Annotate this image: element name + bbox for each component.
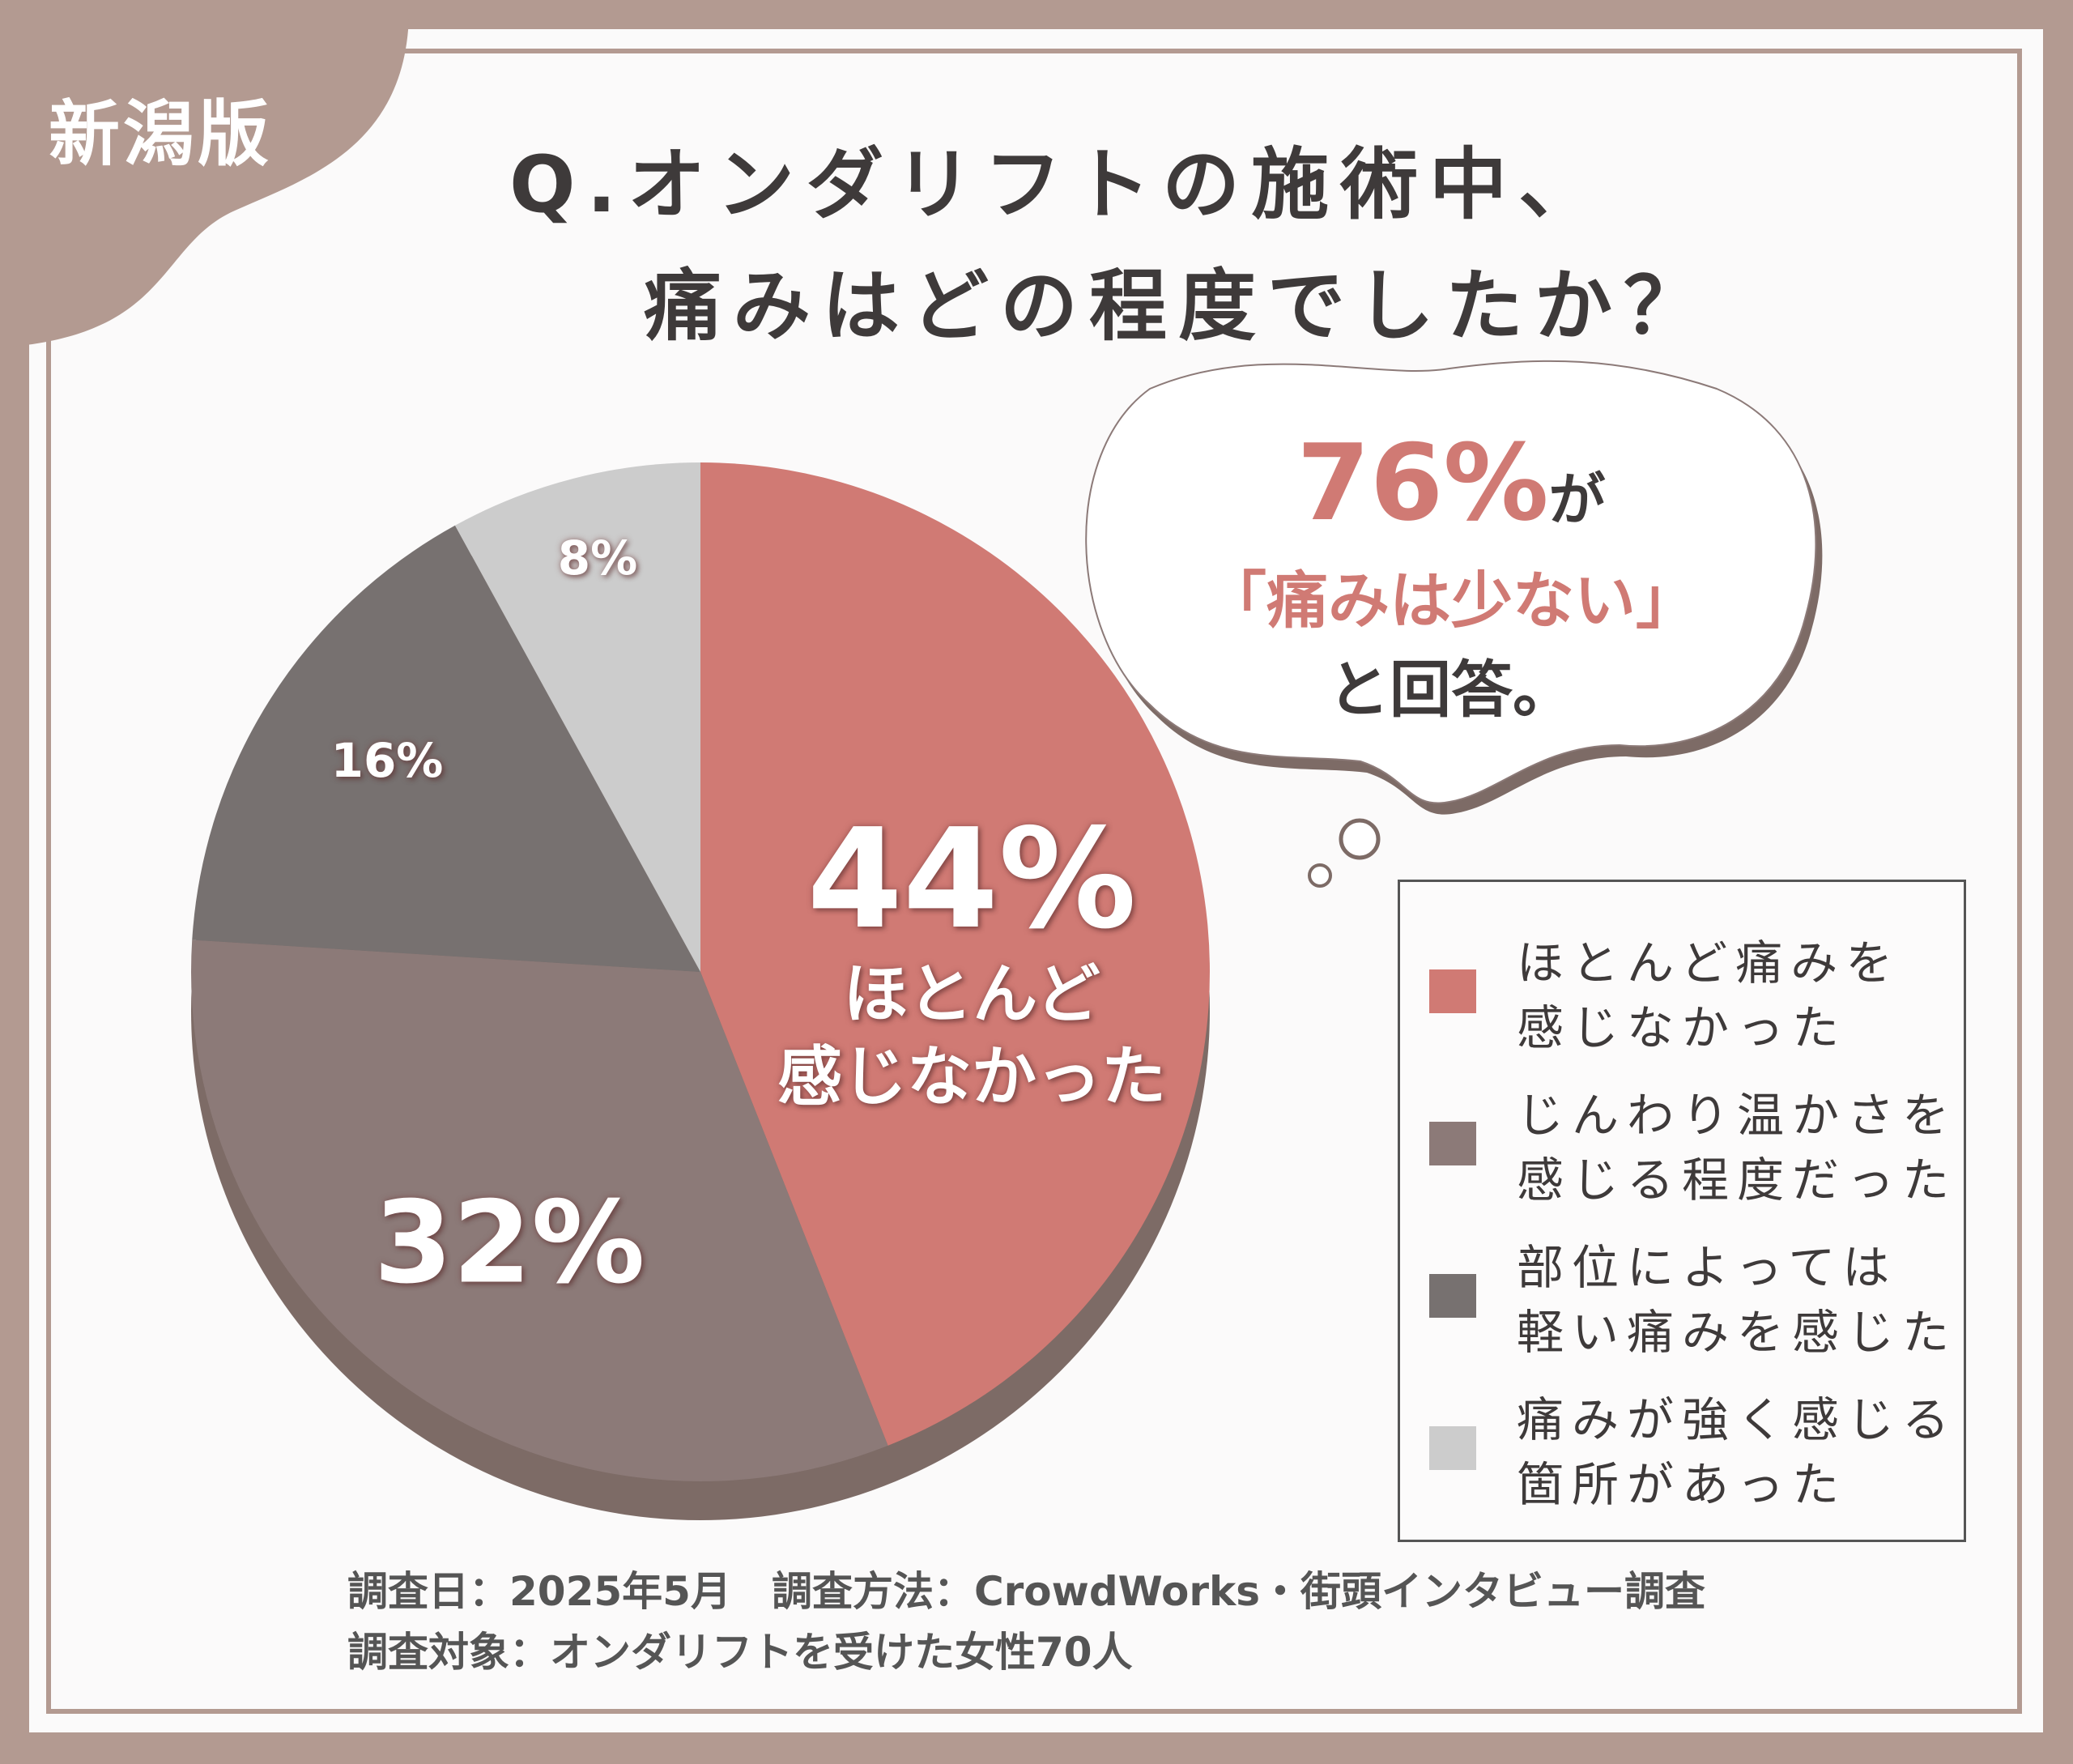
callout-percent: 76% xyxy=(1296,421,1549,544)
data-label-32: 32% xyxy=(373,1177,645,1310)
legend-swatch xyxy=(1429,1426,1476,1470)
title-line-2: 痛みはどの程度でしたか？ xyxy=(644,261,1713,352)
data-label-8: 8% xyxy=(557,530,638,586)
legend-label: 箇所があった xyxy=(1517,1457,1848,1512)
pie-slice-32 xyxy=(191,940,888,1482)
pie-slice-16 xyxy=(192,525,700,972)
speech-bubble xyxy=(1085,360,1823,888)
title-line-1: Q.オンダリフトの施術中、 xyxy=(509,139,1608,230)
footer-line-2: 調査対象：オンダリフトを受けた女性70人 xyxy=(347,1629,1133,1676)
data-label-44: 44% xyxy=(807,799,1137,960)
legend: ほとんど痛みを 感じなかった じんわり温かさを 感じる程度だった 部位によっては軽い… xyxy=(1398,880,1966,1542)
legend-label: 感じる程度だった xyxy=(1517,1153,1958,1208)
pie-slice-8 xyxy=(454,462,700,972)
legend-label: 軽い痛みを感じた xyxy=(1517,1305,1958,1360)
callout-quote: 「痛みは少ない」 xyxy=(1205,565,1697,637)
main-label-line-1: ほとんど xyxy=(843,957,1100,1032)
legend-item: ほとんど痛みを 感じなかった xyxy=(1429,931,1901,1060)
legend-label: じんわり温かさを xyxy=(1517,1088,1958,1143)
main-label-line-2: 感じなかった xyxy=(777,1039,1166,1114)
legend-label: 感じなかった xyxy=(1517,1000,1848,1055)
legend-label: ほとんど痛みを xyxy=(1517,935,1901,991)
pie-slice-44 xyxy=(700,462,1211,1446)
region-tab xyxy=(0,0,410,348)
callout-headline: 76%が xyxy=(1078,421,1824,544)
legend-item: じんわり温かさを 感じる程度だった xyxy=(1429,1083,1957,1212)
legend-label: 部位によっては xyxy=(1517,1240,1898,1295)
legend-item: 痛みが強く感じる 箇所があった xyxy=(1429,1387,1957,1517)
legend-swatch xyxy=(1429,969,1476,1013)
footer-line-1: 調査日：2025年5月 調査方法：CrowdWorks・街頭インタビュー調査 xyxy=(347,1568,1706,1615)
legend-label: 痛みが強く感じる xyxy=(1517,1392,1958,1447)
data-label-16: 16% xyxy=(330,733,444,788)
legend-swatch xyxy=(1429,1274,1476,1318)
callout-end: と回答。 xyxy=(1328,654,1574,726)
inner-border xyxy=(46,49,2022,1714)
region-badge: 新潟版 xyxy=(49,92,273,176)
callout-suffix: が xyxy=(1548,467,1606,533)
legend-swatch xyxy=(1429,1122,1476,1165)
legend-item: 部位によっては軽い痛みを感じた xyxy=(1429,1235,1957,1365)
